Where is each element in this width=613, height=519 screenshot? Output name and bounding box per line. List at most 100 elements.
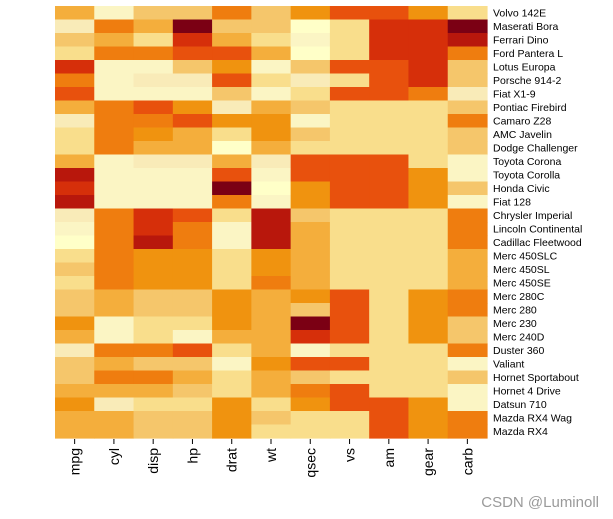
heatmap-cell: [369, 235, 410, 250]
heatmap-cell: [133, 303, 174, 318]
heatmap-cell: [329, 303, 370, 318]
heatmap-cells: [55, 6, 488, 439]
heatmap-cell: [369, 73, 410, 88]
heatmap-cell: [94, 100, 135, 115]
heatmap-cell: [172, 411, 213, 426]
heatmap-cell: [133, 249, 174, 264]
heatmap-cell: [408, 384, 449, 399]
heatmap-cell: [172, 195, 213, 210]
heatmap-cell: [408, 249, 449, 264]
row-label: Merc 280: [493, 305, 537, 317]
heatmap-cell: [447, 114, 488, 129]
heatmap-cell: [408, 222, 449, 237]
heatmap-cell: [329, 114, 370, 129]
heatmap-cell: [369, 370, 410, 385]
row-label: Fiat 128: [493, 197, 531, 209]
heatmap-cell: [408, 100, 449, 115]
heatmap-cell: [329, 154, 370, 169]
heatmap-cell: [251, 208, 292, 223]
heatmap-cell: [212, 195, 252, 210]
heatmap-cell: [55, 303, 95, 318]
heatmap-cell: [447, 154, 488, 169]
heatmap-cell: [55, 424, 95, 439]
row-label: Pontiac Firebird: [493, 102, 567, 114]
heatmap-cell: [329, 384, 370, 399]
heatmap-cell: [172, 316, 213, 331]
heatmap-cell: [94, 87, 135, 102]
heatmap-cell: [172, 303, 213, 318]
heatmap-cell: [94, 181, 135, 196]
heatmap-cell: [251, 357, 292, 372]
heatmap-cell: [290, 222, 331, 237]
heatmap-cell: [447, 303, 488, 318]
heatmap-cell: [133, 6, 174, 21]
heatmap-cell: [329, 235, 370, 250]
heatmap-cell: [55, 316, 95, 331]
heatmap-cell: [133, 100, 174, 115]
row-label: Merc 450SLC: [493, 251, 558, 263]
heatmap-cell: [290, 19, 331, 34]
heatmap-cell: [133, 357, 174, 372]
heatmap-cell: [369, 249, 410, 264]
heatmap-cell: [172, 33, 213, 48]
heatmap-cell: [172, 87, 213, 102]
heatmap-cell: [133, 168, 174, 183]
heatmap-cell: [329, 33, 370, 48]
heatmap-cell: [172, 19, 213, 34]
heatmap-cell: [212, 249, 252, 264]
heatmap-cell: [172, 46, 213, 61]
heatmap-cell: [447, 276, 488, 291]
heatmap-cell: [212, 343, 252, 358]
heatmap-cell: [290, 289, 331, 304]
heatmap-cell: [133, 19, 174, 34]
heatmap-cell: [290, 33, 331, 48]
heatmap-cell: [369, 384, 410, 399]
heatmap-cell: [447, 127, 488, 142]
heatmap-cell: [133, 208, 174, 223]
heatmap-cell: [251, 424, 292, 439]
heatmap-cell: [408, 60, 449, 75]
heatmap-cell: [408, 370, 449, 385]
heatmap-cell: [94, 33, 135, 48]
heatmap-cell: [172, 397, 213, 412]
heatmap-cell: [172, 235, 213, 250]
heatmap-cell: [408, 154, 449, 169]
heatmap-cell: [94, 424, 135, 439]
heatmap-cell: [447, 168, 488, 183]
heatmap-cell: [408, 235, 449, 250]
heatmap-cell: [55, 330, 95, 345]
row-label: Datsun 710: [493, 399, 547, 411]
column-label: vs: [342, 448, 358, 462]
heatmap-cell: [55, 127, 95, 142]
heatmap-cell: [94, 370, 135, 385]
heatmap-cell: [172, 141, 213, 156]
heatmap-cell: [408, 303, 449, 318]
heatmap-cell: [133, 289, 174, 304]
heatmap-cell: [290, 208, 331, 223]
heatmap-cell: [290, 46, 331, 61]
heatmap-cell: [133, 127, 174, 142]
heatmap-cell: [290, 262, 331, 277]
heatmap-cell: [329, 222, 370, 237]
heatmap-cell: [55, 114, 95, 129]
heatmap-cell: [369, 141, 410, 156]
heatmap-cell: [212, 19, 252, 34]
heatmap-cell: [212, 303, 252, 318]
heatmap-cell: [212, 276, 252, 291]
heatmap-cell: [55, 249, 95, 264]
row-label: Merc 450SL: [493, 264, 550, 276]
heatmap-cell: [251, 235, 292, 250]
heatmap-cell: [55, 100, 95, 115]
column-label: mpg: [67, 448, 83, 475]
heatmap-cell: [251, 46, 292, 61]
heatmap-cell: [172, 370, 213, 385]
heatmap-cell: [133, 141, 174, 156]
heatmap-cell: [369, 19, 410, 34]
heatmap-cell: [329, 6, 370, 21]
heatmap-cell: [133, 46, 174, 61]
heatmap-cell: [447, 6, 488, 21]
heatmap-cell: [133, 370, 174, 385]
heatmap-cell: [329, 73, 370, 88]
heatmap-cell: [290, 303, 331, 318]
row-label: Toyota Corona: [493, 156, 561, 168]
